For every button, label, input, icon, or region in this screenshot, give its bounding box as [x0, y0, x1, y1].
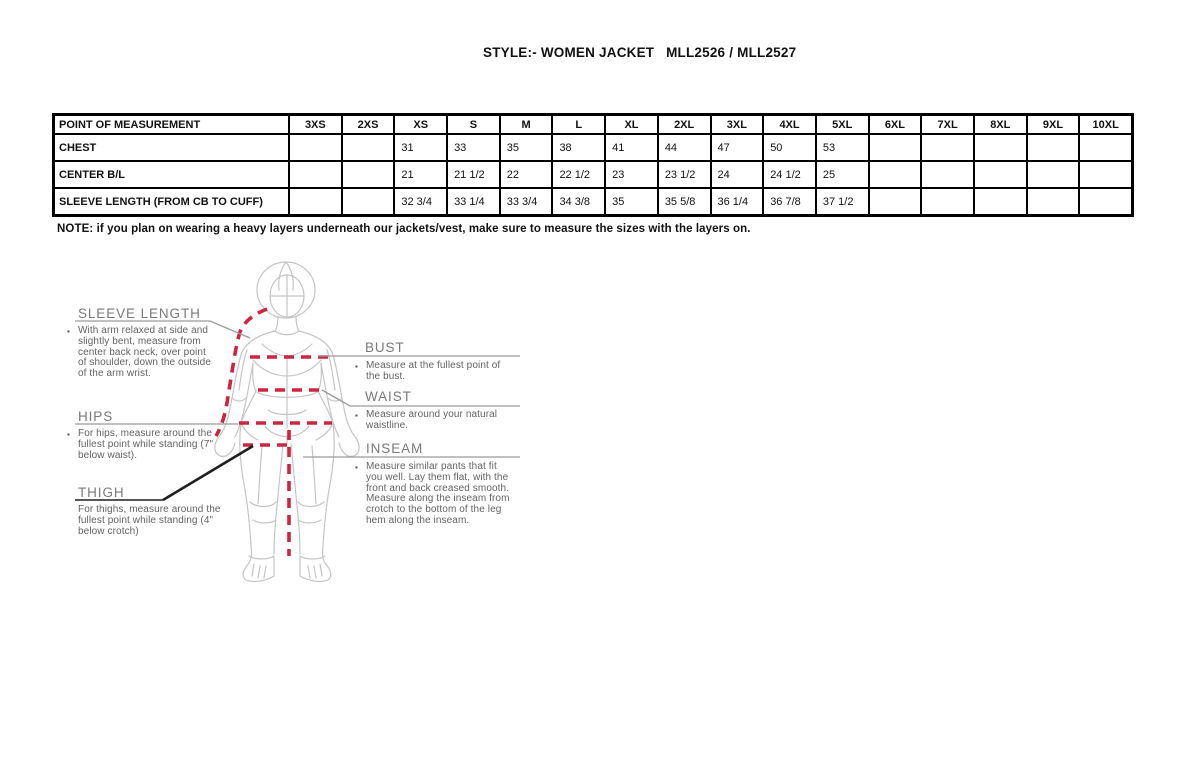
size-value-cell: 35 5/8	[656, 187, 712, 216]
size-value-cell: 35	[604, 187, 659, 216]
size-table-row: CENTER B/L 21 21 1/2 22 22 1/2 23 23 1/2 24 24 1…	[53, 160, 1133, 189]
bust-description: Measure at the fullest point of the bust…	[355, 360, 501, 383]
col-header-measurement: POINT OF MEASUREMENT	[53, 114, 290, 135]
size-value-cell: 33 3/4	[498, 187, 554, 216]
figure-outline	[214, 261, 360, 582]
size-table-container: POINT OF MEASUREMENT 3XS 2XS XS S M L XL 2XL 3XL 4…	[52, 113, 1134, 217]
sleeve-length-heading: SLEEVE LENGTH	[78, 306, 201, 321]
size-value-cell: 22	[498, 160, 554, 189]
size-value-cell	[1025, 160, 1081, 189]
page-title: STYLE:- WOMEN JACKET MLL2526 / MLL2527	[483, 45, 797, 60]
size-value-cell: 21	[393, 160, 449, 189]
size-value-cell: 47	[709, 133, 765, 162]
size-value-cell	[972, 133, 1028, 162]
col-header-size: M	[498, 114, 554, 135]
size-value-cell: 37 1/2	[814, 187, 870, 216]
col-header-size: 10XL	[1078, 114, 1133, 135]
size-value-cell: 23 1/2	[656, 160, 712, 189]
size-value-cell	[920, 133, 975, 162]
inseam-description: Measure similar pants that fit you well.…	[355, 461, 516, 527]
size-value-cell	[340, 187, 396, 216]
size-value-cell	[972, 187, 1028, 216]
size-value-cell	[1078, 160, 1133, 189]
size-value-cell	[1078, 187, 1133, 216]
sleeve-dash-line	[214, 307, 268, 437]
size-value-cell	[288, 133, 343, 162]
size-table-row: CHEST 31 33 35 38 41 44 47 50 53	[53, 133, 1133, 162]
size-value-cell: 36 1/4	[709, 187, 765, 216]
size-value-cell	[920, 187, 975, 216]
size-value-cell: 35	[498, 133, 554, 162]
size-value-cell	[288, 160, 343, 189]
size-value-cell	[1025, 133, 1081, 162]
size-table-head: POINT OF MEASUREMENT 3XS 2XS XS S M L XL 2XL 3XL 4…	[53, 114, 1133, 135]
size-value-cell	[340, 160, 396, 189]
size-value-cell: 22 1/2	[551, 160, 607, 189]
size-value-cell: 53	[814, 133, 870, 162]
col-header-size: XL	[604, 114, 659, 135]
size-table-row: SLEEVE LENGTH (FROM CB TO CUFF) 32 3/4 33 …	[53, 187, 1133, 216]
inseam-heading: INSEAM	[366, 441, 424, 456]
size-value-cell: 23	[604, 160, 659, 189]
col-header-size: 3XL	[709, 114, 765, 135]
size-value-cell: 34 3/8	[551, 187, 607, 216]
size-value-cell: 38	[551, 133, 607, 162]
size-value-cell: 32 3/4	[393, 187, 449, 216]
size-value-cell	[340, 133, 396, 162]
col-header-size: 4XL	[762, 114, 817, 135]
col-header-size: 6XL	[867, 114, 923, 135]
size-value-cell: 24	[709, 160, 765, 189]
waist-heading: WAIST	[365, 389, 412, 404]
col-header-size: 2XS	[340, 114, 396, 135]
row-label: CHEST	[53, 133, 290, 162]
thigh-description: For thighs, measure around the fullest p…	[78, 504, 221, 537]
bust-heading: BUST	[365, 340, 405, 355]
sleeve-length-description: With arm relaxed at side and slightly be…	[67, 325, 216, 380]
size-table: POINT OF MEASUREMENT 3XS 2XS XS S M L XL 2XL 3XL 4…	[52, 113, 1134, 217]
hips-heading: HIPS	[78, 409, 114, 424]
size-value-cell: 31	[393, 133, 449, 162]
col-header-size: S	[446, 114, 501, 135]
size-value-cell: 36 7/8	[762, 187, 817, 216]
size-value-cell: 21 1/2	[446, 160, 501, 189]
size-value-cell	[920, 160, 975, 189]
col-header-size: 2XL	[656, 114, 712, 135]
waist-description: Measure around your natural waistline.	[355, 409, 498, 432]
size-value-cell	[867, 133, 923, 162]
hips-description: For hips, measure around the fullest poi…	[67, 428, 220, 461]
size-value-cell: 24 1/2	[762, 160, 817, 189]
size-table-body: CHEST 31 33 35 38 41 44 47 50 53 CENTER B/L 21 21 1/…	[53, 133, 1133, 216]
size-value-cell	[972, 160, 1028, 189]
col-header-size: 8XL	[972, 114, 1028, 135]
size-value-cell: 25	[814, 160, 870, 189]
size-value-cell: 44	[656, 133, 712, 162]
size-value-cell: 41	[604, 133, 659, 162]
size-value-cell	[867, 160, 923, 189]
size-value-cell	[1078, 133, 1133, 162]
size-value-cell	[1025, 187, 1081, 216]
note-text: NOTE: if you plan on wearing a heavy lay…	[57, 223, 751, 235]
size-value-cell: 50	[762, 133, 817, 162]
thigh-heading: THIGH	[78, 485, 125, 500]
col-header-size: L	[551, 114, 607, 135]
size-value-cell: 33 1/4	[446, 187, 501, 216]
size-table-header-row: POINT OF MEASUREMENT 3XS 2XS XS S M L XL 2XL 3XL 4…	[53, 114, 1133, 135]
col-header-size: 3XS	[288, 114, 343, 135]
row-label: SLEEVE LENGTH (FROM CB TO CUFF)	[53, 187, 290, 216]
size-value-cell: 33	[446, 133, 501, 162]
col-header-size: 5XL	[814, 114, 870, 135]
col-header-size: XS	[393, 114, 449, 135]
col-header-size: 7XL	[920, 114, 975, 135]
row-label: CENTER B/L	[53, 160, 290, 189]
size-value-cell	[867, 187, 923, 216]
col-header-size: 9XL	[1025, 114, 1081, 135]
size-value-cell	[288, 187, 343, 216]
